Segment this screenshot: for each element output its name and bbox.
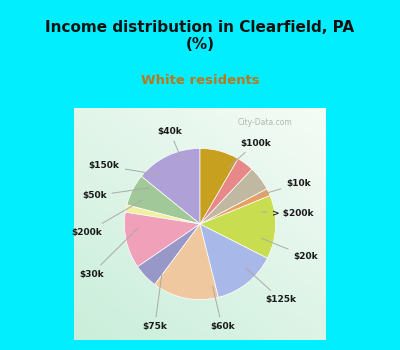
Wedge shape [124,212,200,267]
Wedge shape [200,224,268,297]
Wedge shape [200,148,238,224]
Wedge shape [200,159,252,224]
Wedge shape [125,205,200,224]
Text: $60k: $60k [210,286,234,331]
Wedge shape [155,224,218,300]
Wedge shape [127,176,200,224]
Text: $20k: $20k [262,238,318,261]
Wedge shape [200,189,270,224]
Text: > $200k: > $200k [262,209,314,218]
Text: $30k: $30k [79,229,138,279]
Text: $200k: $200k [72,200,143,237]
Wedge shape [200,169,267,224]
Wedge shape [200,196,276,258]
Wedge shape [138,224,200,285]
Text: $100k: $100k [228,139,271,168]
Text: $50k: $50k [82,188,149,200]
Text: City-Data.com: City-Data.com [238,118,293,127]
Text: $40k: $40k [157,127,183,163]
Text: $75k: $75k [142,274,167,331]
Text: $150k: $150k [89,161,161,175]
Wedge shape [141,148,200,224]
Text: $10k: $10k [257,179,311,196]
Text: $125k: $125k [246,268,296,304]
Text: Income distribution in Clearfield, PA
(%): Income distribution in Clearfield, PA (%… [46,20,354,52]
Text: White residents: White residents [141,74,259,87]
